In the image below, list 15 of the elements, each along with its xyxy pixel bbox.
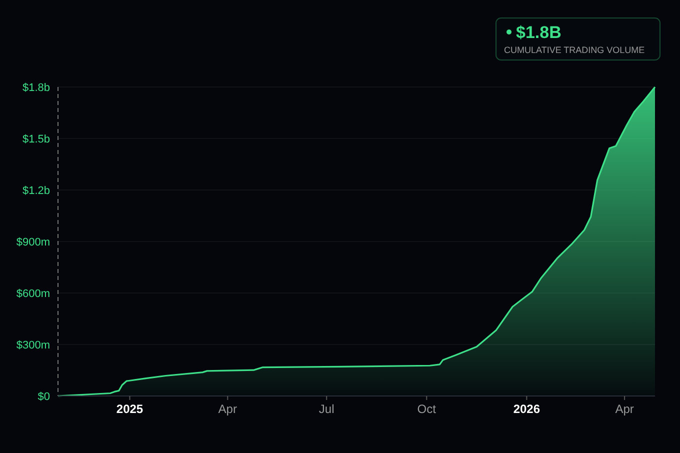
y-tick-label: $900m [16,236,50,248]
x-tick-label: 2025 [116,402,144,416]
y-tick-label: $0 [38,390,50,403]
x-tick-label: Apr [218,402,237,416]
y-tick-label: $1.2b [22,184,50,197]
x-tick-label: Jul [318,402,334,416]
x-tick-label: Apr [615,402,634,416]
y-tick-label: $1.8b [22,82,50,94]
y-tick-label: $1.5b [22,133,50,146]
text: CUMULATIVE TRADING VOLUME [504,45,645,55]
x-tick-label: Oct [417,402,437,416]
text: $1.8B [516,23,562,42]
y-tick-label: $300m [16,339,50,352]
x-tick-label: 2026 [513,402,540,416]
y-tick-label: $600m [16,288,50,300]
